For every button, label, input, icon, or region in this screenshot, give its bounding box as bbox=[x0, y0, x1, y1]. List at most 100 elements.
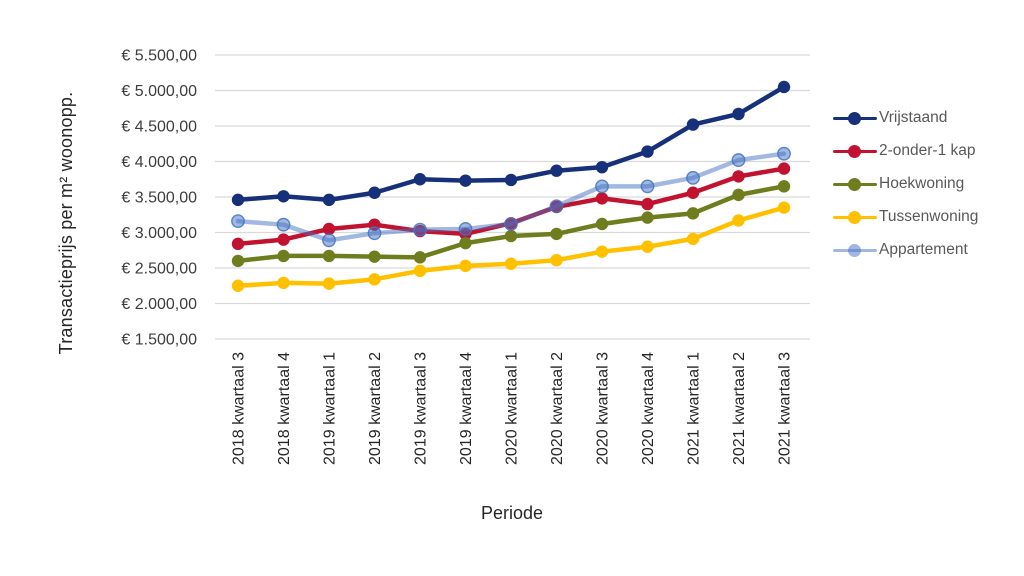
legend-label: Hoekwoning bbox=[879, 175, 965, 192]
data-point bbox=[777, 180, 791, 193]
x-axis-tick-label: 2021 kwartaal 3 bbox=[776, 352, 793, 465]
data-point bbox=[322, 277, 336, 290]
data-point bbox=[550, 253, 563, 267]
data-point bbox=[459, 259, 472, 273]
data-point bbox=[276, 217, 291, 232]
x-axis-tick-label: 2020 kwartaal 4 bbox=[640, 352, 657, 465]
data-point bbox=[732, 170, 745, 183]
data-point bbox=[777, 201, 791, 214]
legend-series-marker-icon bbox=[833, 110, 877, 126]
legend-item-vrijstaand[interactable]: Vrijstaand bbox=[833, 106, 978, 130]
data-point bbox=[777, 80, 791, 94]
data-point bbox=[595, 245, 609, 258]
chart-legend: Vrijstaand 2-onder-1 kap Hoekwoning Tussenw… bbox=[833, 106, 978, 271]
legend-series-marker-icon bbox=[833, 143, 877, 159]
series-vrijstaand bbox=[231, 80, 791, 207]
data-point bbox=[231, 237, 245, 251]
data-point bbox=[595, 179, 609, 194]
data-point bbox=[640, 179, 655, 194]
data-point bbox=[277, 249, 290, 263]
legend-item-2-onder-1-kap[interactable]: 2-onder-1 kap bbox=[833, 139, 978, 163]
data-point bbox=[231, 279, 245, 292]
data-point bbox=[459, 174, 472, 187]
legend-item-hoekwoning[interactable]: Hoekwoning bbox=[833, 172, 978, 196]
data-point bbox=[413, 222, 427, 237]
data-point bbox=[686, 207, 700, 220]
y-axis-tick-label: € 1.500,00 bbox=[121, 332, 197, 349]
y-axis-tick-label: € 2.500,00 bbox=[121, 261, 197, 278]
data-point bbox=[732, 188, 745, 202]
y-axis-tick-label: € 4.000,00 bbox=[121, 154, 197, 171]
data-point bbox=[732, 214, 745, 227]
data-point bbox=[504, 257, 518, 270]
legend-label: Appartement bbox=[879, 241, 968, 258]
data-point bbox=[459, 236, 472, 250]
y-axis-tick-label: € 5.500,00 bbox=[121, 48, 197, 65]
x-axis-tick-label: 2021 kwartaal 2 bbox=[731, 352, 748, 465]
data-point bbox=[277, 276, 290, 290]
data-point bbox=[368, 250, 381, 263]
data-point bbox=[322, 233, 336, 248]
data-point bbox=[458, 222, 473, 236]
x-axis-title: Periode bbox=[480, 503, 544, 523]
legend-label: 2-onder-1 kap bbox=[879, 142, 976, 159]
data-point bbox=[413, 173, 427, 186]
y-axis-title: Transactieprijs per m² woonopp. bbox=[56, 91, 76, 355]
data-point bbox=[731, 153, 746, 167]
data-point bbox=[686, 232, 700, 246]
legend-series-marker-icon bbox=[833, 176, 877, 192]
legend-label: Tussenwoning bbox=[879, 208, 979, 225]
data-point bbox=[641, 197, 654, 211]
x-axis-tick-label: 2020 kwartaal 2 bbox=[549, 352, 566, 465]
data-point bbox=[277, 190, 290, 203]
data-point bbox=[322, 249, 336, 263]
y-axis-tick-label: € 4.500,00 bbox=[121, 119, 197, 136]
data-point bbox=[322, 222, 336, 236]
data-point bbox=[550, 164, 563, 177]
data-point bbox=[641, 145, 654, 158]
legend-label: Vrijstaand bbox=[879, 109, 948, 126]
x-axis-tick-label: 2019 kwartaal 2 bbox=[367, 352, 384, 465]
data-point bbox=[277, 233, 290, 246]
data-point bbox=[367, 226, 382, 241]
data-point bbox=[413, 251, 427, 264]
data-point bbox=[777, 146, 791, 161]
legend-item-tussenwoning[interactable]: Tussenwoning bbox=[833, 205, 978, 229]
data-point bbox=[504, 173, 518, 187]
data-point bbox=[686, 170, 700, 185]
series-appartement bbox=[231, 146, 791, 248]
data-point bbox=[595, 192, 609, 205]
x-axis-tick-label: 2020 kwartaal 1 bbox=[503, 352, 520, 465]
x-axis-tick-label: 2019 kwartaal 4 bbox=[458, 352, 475, 465]
data-point bbox=[550, 227, 563, 241]
data-point bbox=[549, 199, 564, 214]
series-tussenwoning bbox=[231, 201, 791, 292]
legend-series-marker-icon bbox=[833, 242, 877, 258]
data-point bbox=[641, 240, 654, 253]
data-point bbox=[368, 186, 381, 199]
data-point bbox=[777, 162, 791, 175]
legend-series-marker-icon bbox=[833, 209, 877, 225]
x-axis-tick-label: 2020 kwartaal 3 bbox=[594, 352, 611, 465]
data-point bbox=[231, 254, 245, 268]
x-axis-tick-label: 2018 kwartaal 3 bbox=[230, 352, 247, 465]
data-point bbox=[368, 273, 381, 286]
legend-item-appartement[interactable]: Appartement bbox=[833, 238, 978, 262]
x-axis-tick-label: 2019 kwartaal 3 bbox=[412, 352, 429, 465]
y-axis-tick-label: € 3.000,00 bbox=[121, 225, 197, 242]
series-hoekwoning bbox=[231, 180, 791, 268]
data-point bbox=[595, 160, 609, 174]
data-point bbox=[641, 211, 654, 224]
x-axis-tick-label: 2019 kwartaal 1 bbox=[321, 352, 338, 465]
y-axis-tick-label: € 5.000,00 bbox=[121, 83, 197, 100]
data-point bbox=[231, 193, 245, 207]
data-point bbox=[231, 214, 245, 229]
data-point bbox=[732, 107, 745, 121]
data-point bbox=[322, 193, 336, 207]
x-axis-tick-label: 2018 kwartaal 4 bbox=[276, 352, 293, 465]
y-axis-tick-label: € 3.500,00 bbox=[121, 190, 197, 207]
x-axis-tick-label: 2021 kwartaal 1 bbox=[685, 352, 702, 465]
y-axis-tick-label: € 2.000,00 bbox=[121, 296, 197, 313]
